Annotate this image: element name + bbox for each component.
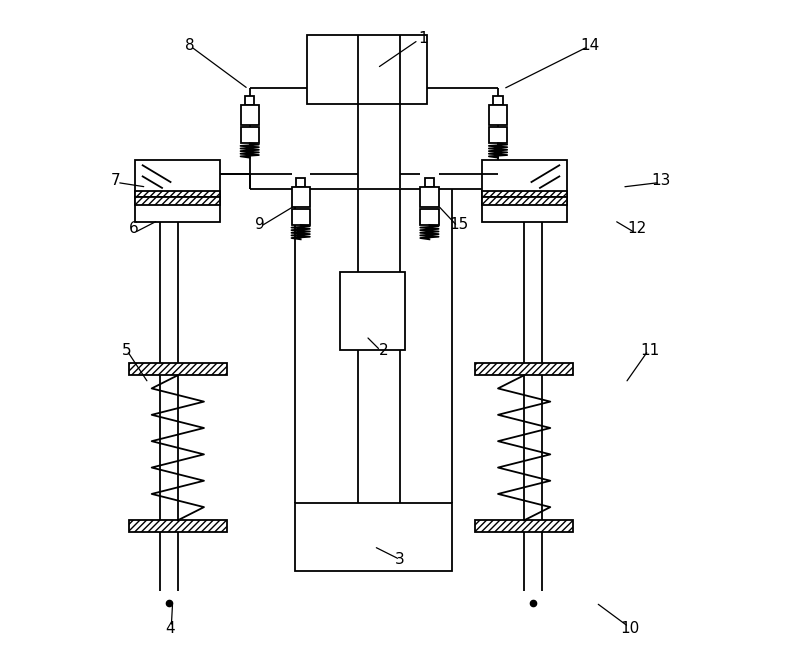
Text: 5: 5 (122, 343, 132, 358)
Bar (482, 197, 566, 221)
Text: 11: 11 (640, 343, 659, 358)
Text: 6: 6 (129, 221, 138, 236)
Bar (135, 159, 220, 199)
Bar (420, 187, 438, 207)
Text: 14: 14 (580, 38, 599, 53)
Bar (425, 178, 434, 187)
Text: 9: 9 (254, 217, 264, 233)
Text: 8: 8 (185, 38, 194, 53)
Bar (129, 364, 227, 375)
Bar (475, 364, 573, 375)
Bar (295, 503, 452, 571)
Bar (482, 191, 566, 199)
Text: 2: 2 (379, 343, 389, 358)
Bar (296, 178, 306, 187)
Bar (482, 197, 566, 205)
Text: 1: 1 (418, 31, 428, 46)
Bar (420, 209, 438, 225)
Bar (494, 96, 502, 105)
Text: 12: 12 (627, 221, 646, 236)
Text: 4: 4 (165, 621, 175, 637)
Bar (291, 209, 310, 225)
Bar (135, 197, 220, 205)
Bar (340, 272, 406, 351)
Bar (241, 105, 259, 125)
Bar (245, 96, 254, 105)
Text: 10: 10 (620, 621, 640, 637)
Bar (291, 187, 310, 207)
Bar (482, 159, 566, 199)
Bar (241, 127, 259, 143)
Text: 7: 7 (111, 173, 121, 188)
Text: 3: 3 (395, 552, 405, 567)
Bar (129, 521, 227, 532)
Text: 15: 15 (449, 217, 469, 233)
Bar (489, 127, 507, 143)
Text: 13: 13 (652, 173, 671, 188)
Bar (135, 197, 220, 221)
Bar (135, 191, 220, 199)
Bar (475, 521, 573, 532)
Bar (489, 105, 507, 125)
Bar (307, 36, 426, 104)
